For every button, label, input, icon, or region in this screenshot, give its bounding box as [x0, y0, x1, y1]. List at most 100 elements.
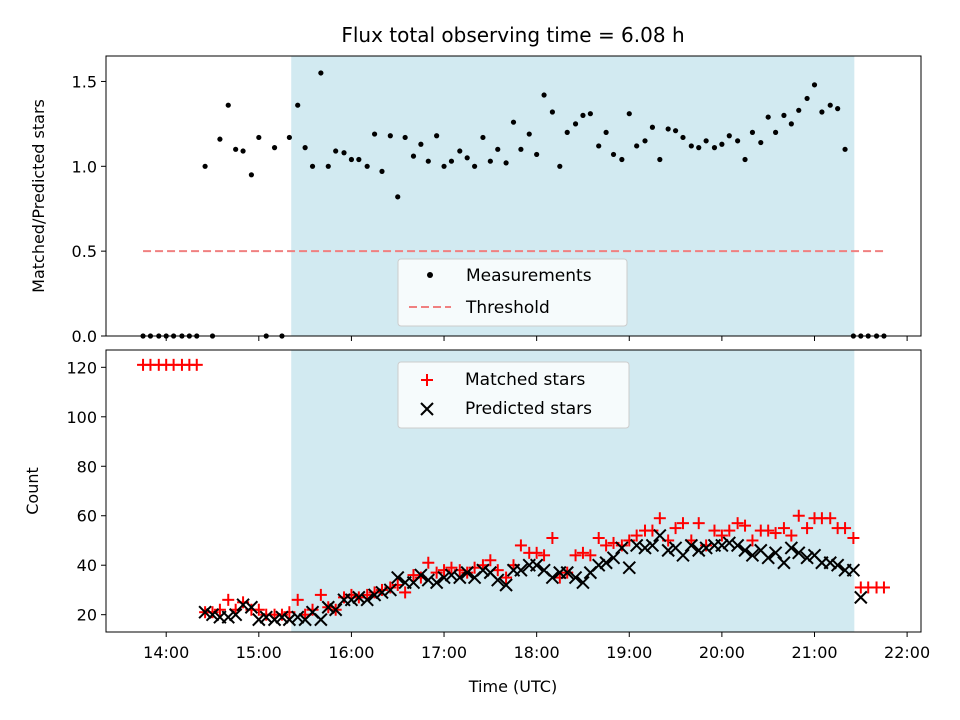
predicted-star-point [321, 600, 335, 614]
matched-star-point [222, 593, 235, 606]
legend-threshold-label: Threshold [465, 298, 550, 318]
predicted-star-point [792, 546, 806, 560]
predicted-star-point [661, 543, 675, 558]
predicted-star-point [768, 546, 783, 560]
top-y-tick-label: 1.0 [72, 157, 97, 176]
predicted-star-point [383, 583, 398, 597]
predicted-star-point [591, 558, 606, 572]
measurement-point [448, 158, 455, 164]
measurement-point [217, 136, 223, 142]
measurement-point [325, 163, 331, 169]
predicted-star-point [722, 536, 736, 550]
predicted-star-point [244, 600, 259, 614]
matched-star-point [877, 581, 890, 594]
matched-star-point [839, 522, 852, 535]
predicted-star-point [375, 585, 389, 600]
measurement-point [248, 172, 255, 178]
measurement-point [464, 155, 470, 161]
measurement-point [341, 150, 347, 156]
matched-star-point [438, 564, 451, 577]
measurement-point [835, 106, 841, 112]
matched-star-point [700, 539, 713, 552]
x-tick-label: 22:00 [884, 643, 930, 662]
measurement-point [318, 70, 324, 76]
predicted-star-point [745, 548, 760, 563]
predicted-star-point [221, 610, 235, 624]
matched-star-point [708, 524, 721, 537]
measurement-point [503, 160, 509, 166]
top-y-tick-label: 0.0 [72, 327, 97, 346]
measurement-point [726, 133, 732, 139]
top-y-tick-label: 1.5 [72, 72, 97, 91]
matched-star-point [847, 532, 860, 544]
matched-star-point [692, 517, 705, 530]
predicted-star-point [545, 570, 560, 585]
measurement-point [557, 163, 563, 169]
predicted-star-point [568, 570, 583, 585]
measurement-point [772, 129, 779, 135]
measurement-point [735, 138, 741, 144]
predicted-star-point [414, 568, 428, 582]
measurement-point [749, 129, 756, 135]
predicted-star-point [367, 588, 382, 602]
matched-star-point [430, 566, 443, 579]
predicted-star-point [421, 573, 436, 587]
measurement-point [580, 112, 586, 118]
matched-star-point [592, 532, 605, 544]
measurement-point [295, 102, 301, 108]
measurement-point [626, 111, 632, 117]
predicted-star-point [228, 607, 243, 622]
top-legend: Measurements Threshold [397, 258, 628, 327]
x-tick-label: 21:00 [791, 643, 837, 662]
matched-star-point [484, 554, 497, 567]
predicted-star-point [761, 551, 775, 565]
predicted-star-point [476, 563, 490, 577]
matched-star-point [213, 603, 226, 616]
measurement-point [480, 134, 486, 141]
bottom-y-tick-label: 120 [66, 358, 97, 377]
measurement-point [657, 156, 663, 163]
measurement-point [596, 143, 602, 149]
matched-star-point [399, 586, 412, 599]
x-tick-label: 19:00 [606, 643, 652, 662]
matched-star-point [569, 549, 582, 562]
measurement-point [364, 163, 370, 169]
predicted-star-point [491, 573, 505, 587]
measurement-point [286, 134, 292, 141]
predicted-star-point [784, 541, 799, 555]
measurement-point [233, 146, 239, 152]
matched-star-point [669, 522, 682, 535]
top-axes-frame [105, 55, 922, 337]
bottom-y-tick-label: 100 [66, 408, 97, 427]
matched-star-point [500, 571, 513, 584]
x-tick-label: 14:00 [143, 643, 189, 662]
measurement-point [842, 146, 848, 152]
matched-star-point [731, 517, 744, 530]
measurement-point [434, 133, 440, 139]
matched-star-point [739, 519, 752, 532]
x-tick-label: 18:00 [514, 643, 560, 662]
measurement-point [804, 95, 810, 102]
predicted-star-point [252, 612, 266, 627]
measurement-point [402, 134, 408, 141]
measurement-point [534, 151, 540, 158]
matched-star-point [824, 512, 837, 525]
predicted-star-point [629, 538, 644, 553]
matched-star-point [792, 509, 805, 522]
matched-star-point [445, 561, 458, 574]
measurement-point [765, 114, 771, 120]
bottom-y-ticks: 20 40 60 80 100 120 [66, 358, 106, 625]
measurement-point [603, 129, 609, 135]
predicted-star-point [606, 551, 621, 565]
predicted-star-point [352, 590, 366, 605]
predicted-star-point [653, 528, 667, 543]
measurement-point [418, 141, 424, 147]
measurement-point [819, 109, 825, 115]
matched-star-point [538, 549, 551, 562]
bottom-y-tick-label: 20 [77, 606, 97, 625]
measurement-point [510, 119, 517, 125]
matched-star-point [291, 593, 304, 606]
predicted-star-point [615, 541, 629, 555]
predicted-star-point [360, 593, 374, 607]
measurement-point [703, 138, 709, 144]
